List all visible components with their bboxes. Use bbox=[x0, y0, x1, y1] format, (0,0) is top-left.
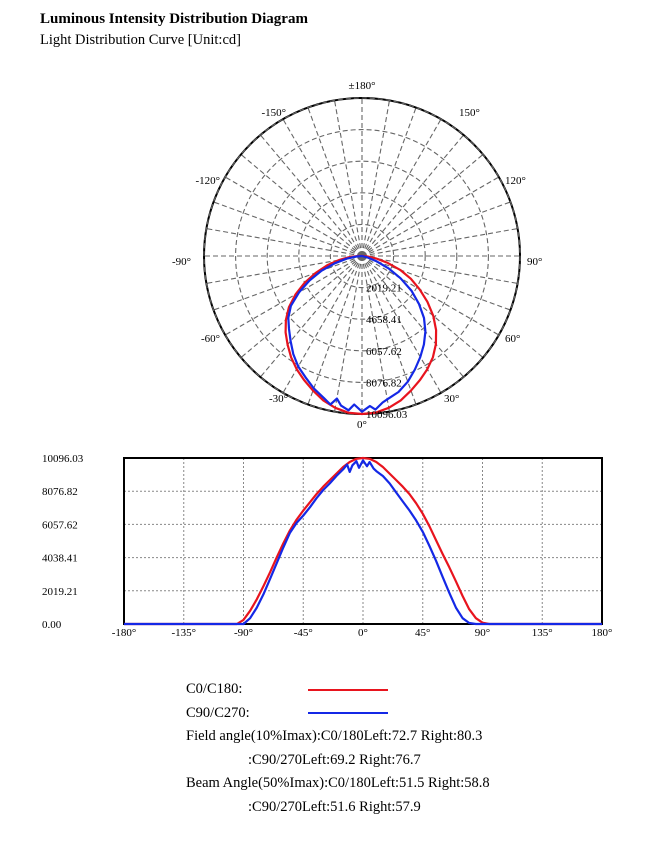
polar-angle-label: 90° bbox=[527, 256, 542, 268]
beam-angle-c0: Beam Angle(50%Imax):C0/180Left:51.5 Righ… bbox=[186, 775, 490, 791]
polar-angle-label: 150° bbox=[459, 107, 480, 119]
series-c0-line bbox=[124, 456, 602, 626]
polar-ring bbox=[329, 223, 395, 289]
polar-spoke bbox=[361, 118, 442, 257]
legend-c0-swatch bbox=[308, 688, 388, 691]
series-c90-line bbox=[124, 459, 602, 626]
legend-c90: C90/C270: bbox=[186, 702, 490, 726]
polar-spoke bbox=[334, 255, 363, 412]
polar-spoke bbox=[361, 255, 500, 336]
polar-ring-label: 8076.82 bbox=[366, 377, 402, 389]
y-tick-label: 0.00 bbox=[42, 619, 62, 631]
polar-diagram: ±180° 150° 120° 90° 60° 30° 0° -30° -60° -90° -120… bbox=[172, 80, 542, 431]
x-tick-label: -135° bbox=[171, 627, 196, 639]
polar-angle-label: 30° bbox=[444, 393, 459, 405]
legend-c90-label: C90/C270: bbox=[186, 704, 250, 721]
polar-spoke bbox=[361, 107, 417, 257]
polar-ring bbox=[298, 192, 426, 320]
polar-spoke bbox=[361, 255, 464, 378]
legend-c0: C0/C180: bbox=[186, 678, 490, 702]
polar-spoke bbox=[307, 255, 363, 405]
page-subtitle: Light Distribution Curve [Unit:cd] bbox=[40, 32, 241, 48]
polar-spoke bbox=[224, 176, 363, 257]
polar-spoke bbox=[361, 100, 390, 257]
polar-spoke bbox=[240, 154, 363, 257]
polar-spoke bbox=[361, 228, 518, 257]
polar-spoke bbox=[213, 201, 363, 257]
x-tick-label: 45° bbox=[415, 627, 430, 639]
polar-angle-label: -30° bbox=[269, 393, 288, 405]
x-tick-label: -45° bbox=[294, 627, 313, 639]
x-tick-label: 90° bbox=[475, 627, 490, 639]
x-tick-label: -90° bbox=[234, 627, 253, 639]
polar-spoke bbox=[213, 255, 363, 311]
legend-c0-label: C0/C180: bbox=[186, 681, 243, 697]
y-tick-label: 6057.62 bbox=[42, 519, 78, 531]
y-tick-label: 10096.03 bbox=[42, 453, 84, 465]
legend-c90-swatch bbox=[308, 712, 388, 715]
polar-spoke bbox=[240, 255, 363, 358]
y-tick-label: 4038.41 bbox=[42, 553, 78, 565]
polar-spoke bbox=[334, 100, 363, 257]
cartesian-chart: 10096.03 8076.82 6057.62 4038.41 2019.21 0.00… bbox=[42, 453, 613, 639]
polar-spoke bbox=[224, 255, 363, 336]
polar-angle-label: ±180° bbox=[349, 80, 376, 92]
x-tick-label: 0° bbox=[358, 627, 368, 639]
x-tick-label: 135° bbox=[532, 627, 553, 639]
legend-block: C0/C180: C90/C270: Field angle(10%Imax):… bbox=[186, 678, 490, 819]
y-tick-label: 2019.21 bbox=[42, 586, 78, 598]
polar-angle-label: 60° bbox=[505, 333, 520, 345]
polar-spoke bbox=[361, 176, 500, 257]
polar-spoke bbox=[307, 107, 363, 257]
polar-angle-label: -120° bbox=[195, 175, 220, 187]
polar-spoke bbox=[361, 255, 417, 405]
polar-angle-label: 0° bbox=[357, 419, 367, 431]
polar-spoke bbox=[361, 134, 464, 257]
page-title: Luminous Intensity Distribution Diagram bbox=[40, 11, 308, 27]
polar-ring bbox=[266, 160, 458, 352]
y-tick-label: 8076.82 bbox=[42, 486, 78, 498]
polar-spoke bbox=[260, 134, 363, 257]
polar-spoke bbox=[361, 255, 511, 311]
polar-spoke bbox=[361, 255, 518, 284]
polar-spoke bbox=[361, 201, 511, 257]
polar-angle-label: -90° bbox=[172, 256, 191, 268]
polar-ring bbox=[235, 129, 489, 383]
field-angle-c90: :C90/270Left:69.2 Right:76.7 bbox=[248, 751, 421, 768]
field-angle-c0: Field angle(10%Imax):C0/180Left:72.7 Rig… bbox=[186, 728, 483, 744]
polar-spoke bbox=[361, 255, 484, 358]
beam-angle-c90: :C90/270Left:51.6 Right:57.9 bbox=[248, 798, 421, 815]
polar-spoke bbox=[260, 255, 363, 378]
polar-angle-label: 120° bbox=[505, 175, 526, 187]
polar-ring-label: 4658.41 bbox=[366, 314, 402, 326]
polar-ring-label: 6057.62 bbox=[366, 346, 402, 358]
polar-ring-label: 10096.03 bbox=[366, 409, 408, 421]
polar-angle-label: -150° bbox=[261, 107, 286, 119]
polar-spoke bbox=[282, 118, 363, 257]
polar-series-c0 bbox=[284, 254, 438, 416]
polar-spoke bbox=[361, 154, 484, 257]
polar-spoke bbox=[206, 228, 363, 257]
polar-series-c90 bbox=[287, 254, 427, 413]
polar-spoke bbox=[361, 255, 390, 412]
x-tick-label: -180° bbox=[112, 627, 137, 639]
polar-angle-label: -60° bbox=[201, 333, 220, 345]
x-tick-label: 180° bbox=[592, 627, 613, 639]
polar-ring-label: 2019.21 bbox=[366, 283, 402, 295]
